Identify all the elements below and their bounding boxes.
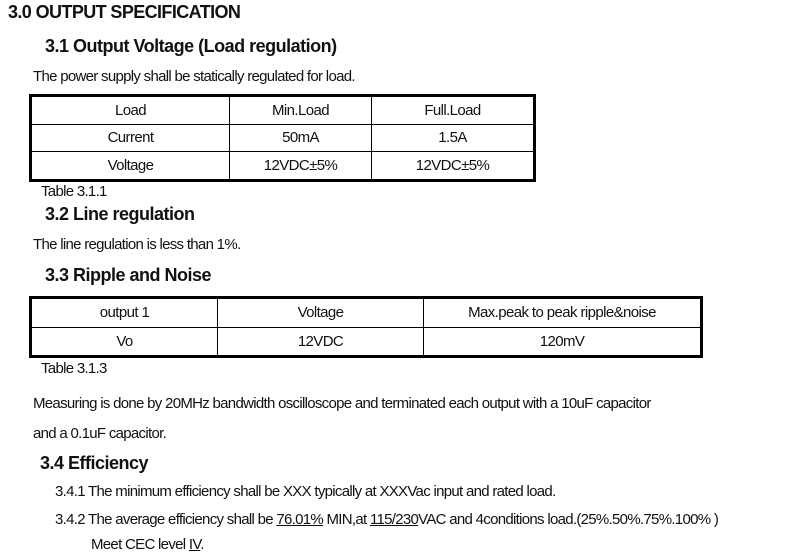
text: Meet CEC level	[91, 536, 189, 553]
table-cell: 120mV	[423, 326, 702, 357]
underlined-value: 76.01%	[276, 511, 324, 528]
text: VAC and 4conditions load.(25%.50%.75%.10…	[418, 511, 719, 528]
heading-3-1: 3.1 Output Voltage (Load regulation)	[45, 36, 337, 56]
table-row: Current 50mA 1.5A	[30, 123, 535, 153]
table-row: Voltage 12VDC±5% 12VDC±5%	[30, 151, 535, 181]
load-regulation-table: Load Min.Load Full.Load Current 50mA 1.5…	[29, 94, 536, 182]
table-header-cell: Max.peak to peak ripple&noise	[423, 297, 702, 328]
paragraph-load-regulation: The power supply shall be statically reg…	[33, 68, 356, 85]
table-header-cell: Full.Load	[371, 95, 535, 125]
underlined-value: 115/230	[369, 511, 419, 528]
table-cell: Vo	[30, 326, 218, 357]
section-title: 3.0 OUTPUT SPECIFICATION	[8, 2, 241, 22]
table-row: output 1 Voltage Max.peak to peak ripple…	[30, 297, 702, 328]
paragraph-measuring-cont: and a 0.1uF capacitor.	[33, 425, 167, 442]
table-cell: 12VDC±5%	[229, 151, 372, 181]
table-row: Load Min.Load Full.Load	[30, 95, 535, 125]
table-header-cell: Load	[30, 95, 230, 125]
text: .	[200, 536, 204, 553]
table-cell: 1.5A	[371, 123, 535, 153]
table-header-cell: output 1	[30, 297, 218, 328]
ripple-noise-table: output 1 Voltage Max.peak to peak ripple…	[29, 296, 703, 358]
table-header-cell: Voltage	[217, 297, 424, 328]
table-cell: 12VDC±5%	[371, 151, 535, 181]
heading-3-2: 3.2 Line regulation	[45, 204, 195, 224]
underlined-value: IV	[188, 536, 201, 553]
table-cell: 12VDC	[217, 326, 424, 357]
efficiency-item-2: 3.4.2 The average efficiency shall be 76…	[55, 511, 719, 528]
heading-3-3: 3.3 Ripple and Noise	[45, 265, 212, 285]
table-cell: Current	[30, 123, 230, 153]
table-cell: 50mA	[229, 123, 372, 153]
text: 3.4.2 The average efficiency shall be	[55, 511, 277, 528]
paragraph-line-regulation: The line regulation is less than 1%.	[33, 236, 241, 253]
heading-3-4: 3.4 Efficiency	[40, 453, 149, 473]
table-caption: Table 3.1.1	[41, 183, 107, 200]
paragraph-measuring: Measuring is done by 20MHz bandwidth osc…	[33, 395, 651, 412]
table-cell: Voltage	[30, 151, 230, 181]
efficiency-item-3: Meet CEC level IV.	[91, 536, 205, 553]
efficiency-item-1: 3.4.1 The minimum efficiency shall be XX…	[55, 483, 556, 500]
table-row: Vo 12VDC 120mV	[30, 326, 702, 357]
table-header-cell: Min.Load	[229, 95, 372, 125]
table-caption: Table 3.1.3	[41, 360, 107, 377]
text: MIN,at	[323, 511, 370, 528]
